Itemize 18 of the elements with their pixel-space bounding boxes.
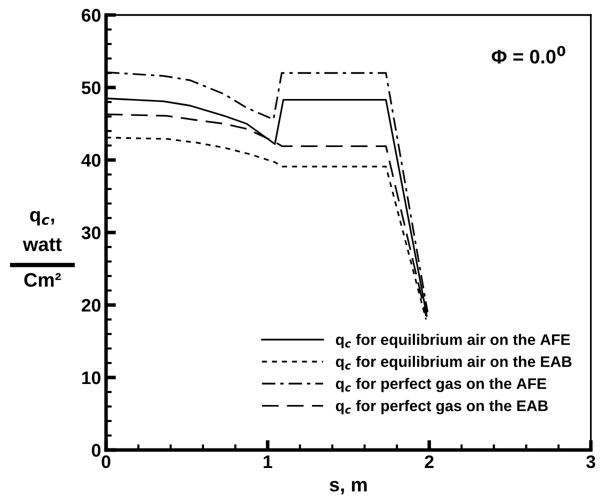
y-tick-label: 50 [82,81,100,94]
x-tick-label: 2 [424,455,434,468]
y-tick-label: 20 [82,298,100,312]
x-axis-title: s, m [330,480,367,494]
legend-label: q$_{c}$ for perfect gas on the AFE [336,378,546,392]
y-tick-label: 30 [82,226,100,240]
y-tick-label: 40 [81,154,100,167]
annotation: Φ = 0.0$^{0}$ [492,46,566,64]
x-tick-label: 0 [102,455,110,468]
y-axis-title: q$_{c}$, watt Cm² [22,211,62,287]
legend-label: q$_{c}$ for equilibrium air on the EAB [336,356,572,370]
y-tick-label: 0 [92,444,100,457]
y-tick-label: 10 [82,371,100,384]
legend-label: q$_{c}$ for equilibrium air on the AFE [336,334,570,348]
y-tick-label: 60 [82,8,100,22]
x-tick-label: 3 [586,455,596,468]
x-tick-label: 1 [264,456,272,468]
legend-label: q$_{c}$ for perfect gas on the EAB [336,400,548,414]
